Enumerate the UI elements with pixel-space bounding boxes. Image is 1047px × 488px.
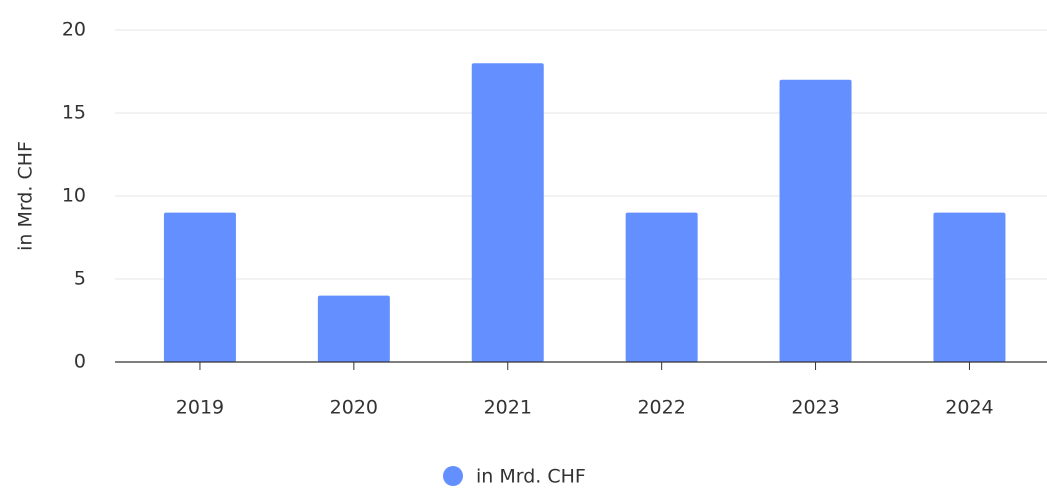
y-tick-label: 10 xyxy=(62,185,86,207)
x-tick-label: 2020 xyxy=(330,397,378,419)
bar xyxy=(471,63,544,362)
x-tick-label: 2023 xyxy=(791,397,839,419)
y-tick-label: 20 xyxy=(62,19,86,41)
y-tick-label: 5 xyxy=(74,268,86,290)
bar xyxy=(779,79,852,363)
y-tick-label: 15 xyxy=(62,102,86,124)
legend-marker xyxy=(443,466,463,486)
x-tick-label: 2019 xyxy=(176,397,224,419)
x-tick-label: 2024 xyxy=(945,397,993,419)
x-tick-label: 2022 xyxy=(637,397,685,419)
y-axis-label: in Mrd. CHF xyxy=(15,141,37,251)
x-tick-label: 2021 xyxy=(484,397,532,419)
bar xyxy=(625,212,698,362)
y-tick-label: 0 xyxy=(74,351,86,373)
legend-label: in Mrd. CHF xyxy=(476,466,586,488)
bar xyxy=(163,212,236,362)
bar xyxy=(933,212,1006,362)
bar xyxy=(317,295,390,362)
